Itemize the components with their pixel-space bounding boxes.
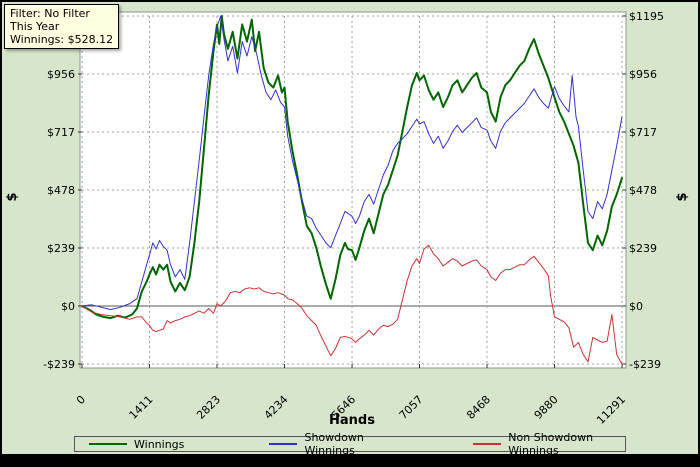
- svg-text:7057: 7057: [397, 393, 426, 422]
- svg-text:$239: $239: [629, 242, 657, 255]
- legend-line-non-showdown-icon: [473, 443, 502, 445]
- tooltip-winnings-line: Winnings: $528.12: [10, 33, 114, 46]
- svg-text:1411: 1411: [127, 393, 156, 422]
- svg-text:-$239: -$239: [43, 358, 75, 371]
- svg-text:$478: $478: [47, 184, 75, 197]
- y-axis-label-right: $: [675, 192, 690, 201]
- legend-line-showdown-icon: [269, 443, 298, 445]
- legend-label-showdown: Showdown Winnings: [304, 431, 364, 457]
- svg-text:4234: 4234: [262, 393, 291, 422]
- legend-item-winnings: Winnings: [89, 438, 184, 451]
- svg-text:11291: 11291: [594, 393, 628, 427]
- bottom-bar: [2, 454, 698, 465]
- svg-text:$478: $478: [629, 184, 657, 197]
- svg-text:$239: $239: [47, 242, 75, 255]
- svg-text:$0: $0: [629, 300, 643, 313]
- svg-text:0: 0: [74, 393, 88, 407]
- svg-text:$0: $0: [61, 300, 75, 313]
- filter-tooltip: Filter: No Filter This Year Winnings: $5…: [4, 4, 120, 49]
- legend-line-winnings-icon: [89, 443, 127, 445]
- chart-svg[interactable]: $1195$1195$956$956$717$717$478$478$239$2…: [2, 2, 698, 432]
- legend: Winnings Showdown Winnings Non Showdown …: [74, 431, 626, 457]
- svg-text:8468: 8468: [464, 393, 493, 422]
- legend-label-non-showdown: Non Showdown Winnings: [508, 431, 594, 457]
- svg-text:$956: $956: [47, 68, 75, 81]
- legend-item-showdown-winnings: Showdown Winnings: [269, 431, 388, 457]
- svg-text:$956: $956: [629, 68, 657, 81]
- y-axis-label-left: $: [5, 192, 20, 201]
- svg-text:2823: 2823: [194, 393, 223, 422]
- svg-text:$717: $717: [47, 126, 75, 139]
- legend-item-non-showdown-winnings: Non Showdown Winnings: [473, 431, 611, 457]
- svg-text:9880: 9880: [532, 393, 561, 422]
- tooltip-period-line: This Year: [10, 20, 60, 33]
- legend-label-winnings: Winnings: [134, 437, 185, 451]
- svg-text:$1195: $1195: [629, 10, 664, 23]
- tooltip-filter-line: Filter: No Filter: [10, 7, 90, 20]
- svg-text:$717: $717: [629, 126, 657, 139]
- x-axis-label: Hands: [329, 413, 375, 428]
- svg-text:-$239: -$239: [629, 358, 661, 371]
